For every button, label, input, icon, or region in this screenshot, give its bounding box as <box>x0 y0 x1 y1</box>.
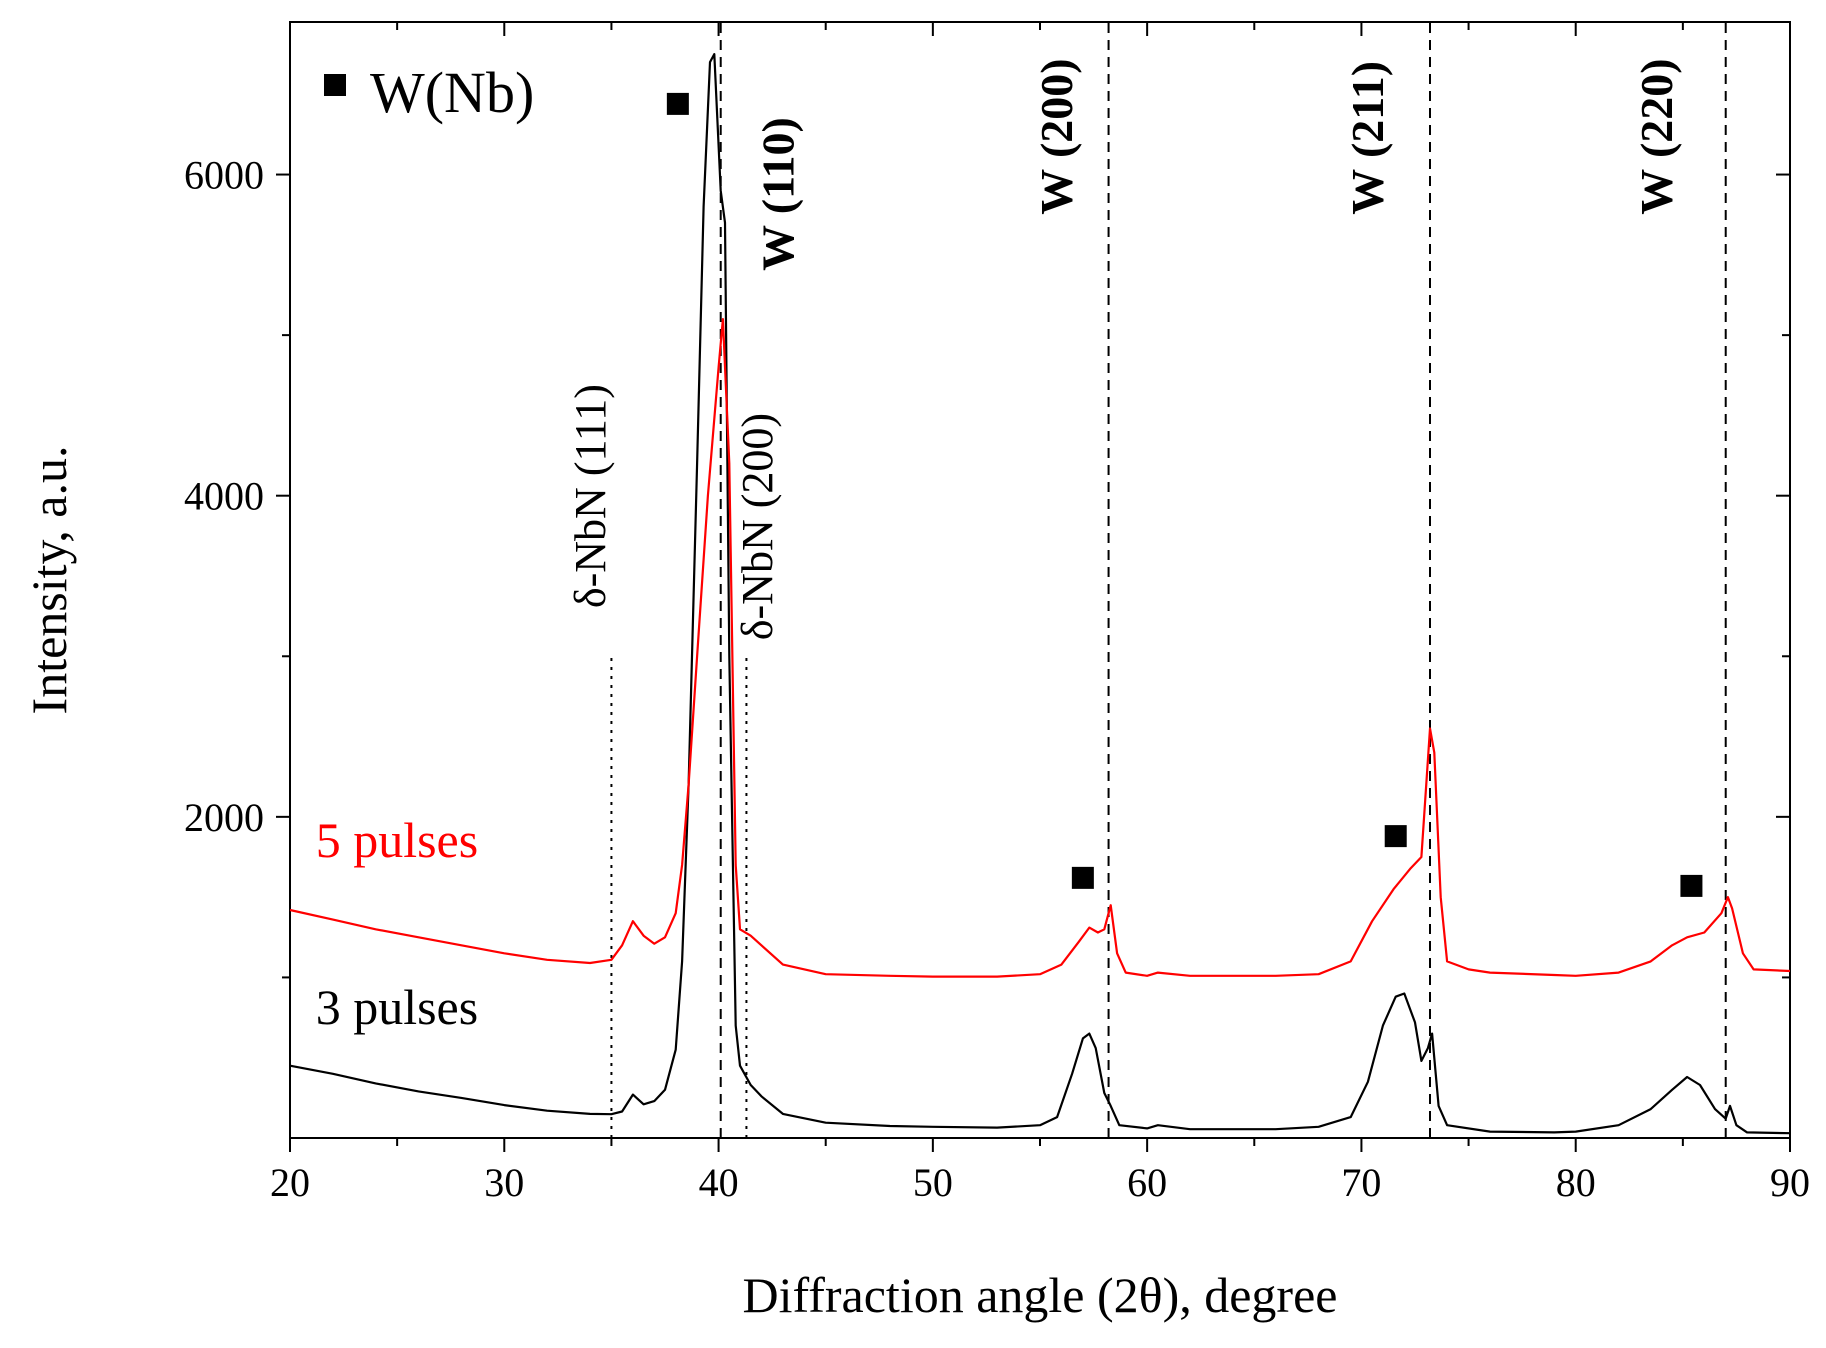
x-tick-label: 30 <box>484 1160 524 1205</box>
annotations: δ-NbN (111) δ-NbN (200) W (110) W (200) W (2… <box>316 58 1682 1035</box>
y-tick-label: 4000 <box>184 474 264 519</box>
data-series <box>289 53 1791 1135</box>
w-nb-square-marker <box>666 92 689 115</box>
x-tick-label: 50 <box>913 1160 953 1205</box>
w-nb-square-marker <box>1384 825 1407 848</box>
peak-label: W (211) <box>1342 61 1393 215</box>
legend-square-marker <box>324 74 346 96</box>
w-nb-square-marker <box>1680 874 1703 897</box>
peak-label: δ-NbN (111) <box>566 384 615 608</box>
w-nb-markers <box>666 92 1703 897</box>
axes: 20 30 40 50 60 70 80 90 2000 4000 6000 Diffraction … <box>21 21 1810 1323</box>
peak-label: W (200) <box>1031 58 1082 214</box>
x-tick-label: 60 <box>1127 1160 1167 1205</box>
x-tick-label: 20 <box>270 1160 310 1205</box>
x-tick-label: 80 <box>1556 1160 1596 1205</box>
y-tick-label: 2000 <box>184 795 264 840</box>
series-label: 5 pulses <box>316 812 479 868</box>
x-tick-label: 70 <box>1341 1160 1381 1205</box>
y-axis-title: Intensity, a.u. <box>21 446 77 715</box>
x-axis-title: Diffraction angle (2θ), degree <box>743 1267 1338 1323</box>
series-line-5-pulses <box>289 318 1791 978</box>
series-label: 3 pulses <box>316 979 479 1035</box>
y-tick-label: 6000 <box>184 153 264 198</box>
peak-label: W (220) <box>1631 58 1682 214</box>
series-line-3-pulses <box>289 53 1791 1135</box>
peak-label: δ-NbN (200) <box>733 413 782 640</box>
peak-label: W (110) <box>753 117 804 271</box>
legend-label: W(Nb) <box>370 60 534 125</box>
w-nb-square-marker <box>1071 866 1094 889</box>
x-tick-label: 40 <box>699 1160 739 1205</box>
x-tick-label: 90 <box>1770 1160 1810 1205</box>
